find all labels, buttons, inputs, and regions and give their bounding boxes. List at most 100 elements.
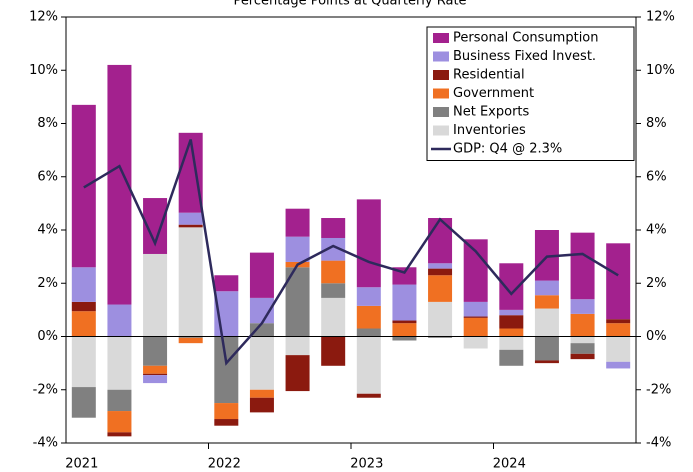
bar-segment bbox=[249, 397, 274, 413]
bar-segment bbox=[107, 432, 132, 437]
bar-segment bbox=[249, 336, 274, 390]
bar-segment bbox=[356, 328, 381, 337]
bar-segment bbox=[428, 218, 453, 264]
bar-segment bbox=[107, 304, 132, 337]
legend-label: Personal Consumption bbox=[453, 31, 599, 46]
bar-segment bbox=[143, 373, 168, 376]
bar-segment bbox=[71, 336, 96, 388]
legend-label: GDP: Q4 @ 2.3% bbox=[453, 142, 562, 157]
bar-segment bbox=[178, 337, 203, 344]
bar-segment bbox=[570, 343, 595, 354]
bar-segment bbox=[321, 260, 346, 284]
bar-segment bbox=[249, 252, 274, 298]
y2-tick-label: 8% bbox=[646, 116, 667, 131]
chart-title: Percentage Points at Quarterly Rate bbox=[233, 0, 466, 9]
y2-tick-label: -4% bbox=[646, 436, 671, 451]
bar-segment bbox=[285, 208, 310, 237]
x-tick-label: 2024 bbox=[493, 457, 526, 472]
y2-tick-label: 2% bbox=[646, 276, 667, 291]
x-tick-label: 2022 bbox=[208, 457, 241, 472]
legend-swatch bbox=[433, 70, 449, 80]
legend-swatch bbox=[433, 107, 449, 117]
bar-segment bbox=[392, 320, 417, 324]
y2-tick-label: 6% bbox=[646, 169, 667, 184]
bar-segment bbox=[428, 263, 453, 269]
bar-segment bbox=[570, 299, 595, 314]
bar-segment bbox=[428, 275, 453, 302]
legend-swatch bbox=[433, 88, 449, 99]
bar-segment bbox=[428, 301, 453, 337]
bar-segment bbox=[428, 336, 453, 338]
bar-segment bbox=[71, 267, 96, 302]
bar-segment bbox=[534, 295, 559, 309]
bar-segment bbox=[606, 361, 631, 369]
y-tick-label: -4% bbox=[33, 436, 58, 451]
bar-segment bbox=[321, 283, 346, 298]
y-tick-label: -2% bbox=[33, 382, 58, 397]
bar-segment bbox=[606, 243, 631, 320]
bar-segment bbox=[428, 268, 453, 276]
bar-segment bbox=[321, 336, 346, 366]
bar-segment bbox=[534, 280, 559, 296]
x-tick-label: 2023 bbox=[350, 457, 383, 472]
bar-segment bbox=[570, 353, 595, 360]
legend-swatch bbox=[433, 33, 449, 43]
bar-segment bbox=[178, 336, 203, 338]
legend-swatch bbox=[433, 51, 449, 62]
bar-segment bbox=[107, 411, 132, 433]
gdp-line bbox=[83, 139, 619, 366]
bar-segment bbox=[321, 297, 346, 337]
legend-label: Business Fixed Invest. bbox=[453, 49, 596, 64]
bar-segment bbox=[356, 336, 381, 394]
bar-segment bbox=[392, 323, 417, 337]
y-tick-label: 12% bbox=[29, 10, 58, 25]
y2-tick-label: 10% bbox=[646, 63, 675, 78]
bar-segment bbox=[463, 301, 488, 317]
bar-segment bbox=[570, 313, 595, 337]
bar-segment bbox=[534, 360, 559, 364]
legend-box bbox=[426, 26, 635, 161]
bar-segment bbox=[71, 387, 96, 418]
bar-segment bbox=[463, 317, 488, 337]
bar-segment bbox=[321, 218, 346, 238]
bar-segment bbox=[570, 336, 595, 344]
bar-segment bbox=[214, 403, 239, 420]
y-tick-label: 8% bbox=[37, 116, 58, 131]
bar-segment bbox=[143, 253, 168, 337]
bar-segment bbox=[606, 323, 631, 337]
bar-segment bbox=[499, 336, 524, 350]
bar-segment bbox=[499, 309, 524, 316]
bar-segment bbox=[214, 275, 239, 292]
bar-segment bbox=[214, 419, 239, 426]
bar-segment bbox=[356, 287, 381, 306]
y-tick-label: 10% bbox=[29, 63, 58, 78]
bar-segment bbox=[499, 349, 524, 366]
bar-segment bbox=[356, 199, 381, 288]
bar-segment bbox=[143, 375, 168, 384]
bar-segment bbox=[249, 323, 274, 337]
legend-label: Residential bbox=[453, 68, 525, 83]
y2-tick-label: 0% bbox=[646, 329, 667, 344]
bar-segment bbox=[356, 305, 381, 329]
bar-segment bbox=[606, 319, 631, 324]
bar-segment bbox=[570, 232, 595, 300]
y-tick-label: 0% bbox=[37, 329, 58, 344]
y-tick-label: 6% bbox=[37, 169, 58, 184]
bar-segment bbox=[463, 336, 488, 349]
bar-segment bbox=[534, 336, 559, 361]
bar-segment bbox=[249, 389, 274, 398]
bar-segment bbox=[606, 336, 631, 362]
bar-segment bbox=[356, 393, 381, 398]
legend-swatch bbox=[433, 125, 449, 136]
bar-segment bbox=[214, 336, 239, 404]
bar-segment bbox=[534, 308, 559, 337]
bar-segment bbox=[499, 315, 524, 329]
y2-tick-label: -2% bbox=[646, 382, 671, 397]
bar-segment bbox=[392, 284, 417, 321]
bar-segment bbox=[107, 389, 132, 412]
y-tick-label: 2% bbox=[37, 276, 58, 291]
bar-segment bbox=[321, 237, 346, 261]
legend-label: Inventories bbox=[453, 123, 526, 138]
bar-segment bbox=[285, 236, 310, 262]
bar-segment bbox=[143, 336, 168, 366]
